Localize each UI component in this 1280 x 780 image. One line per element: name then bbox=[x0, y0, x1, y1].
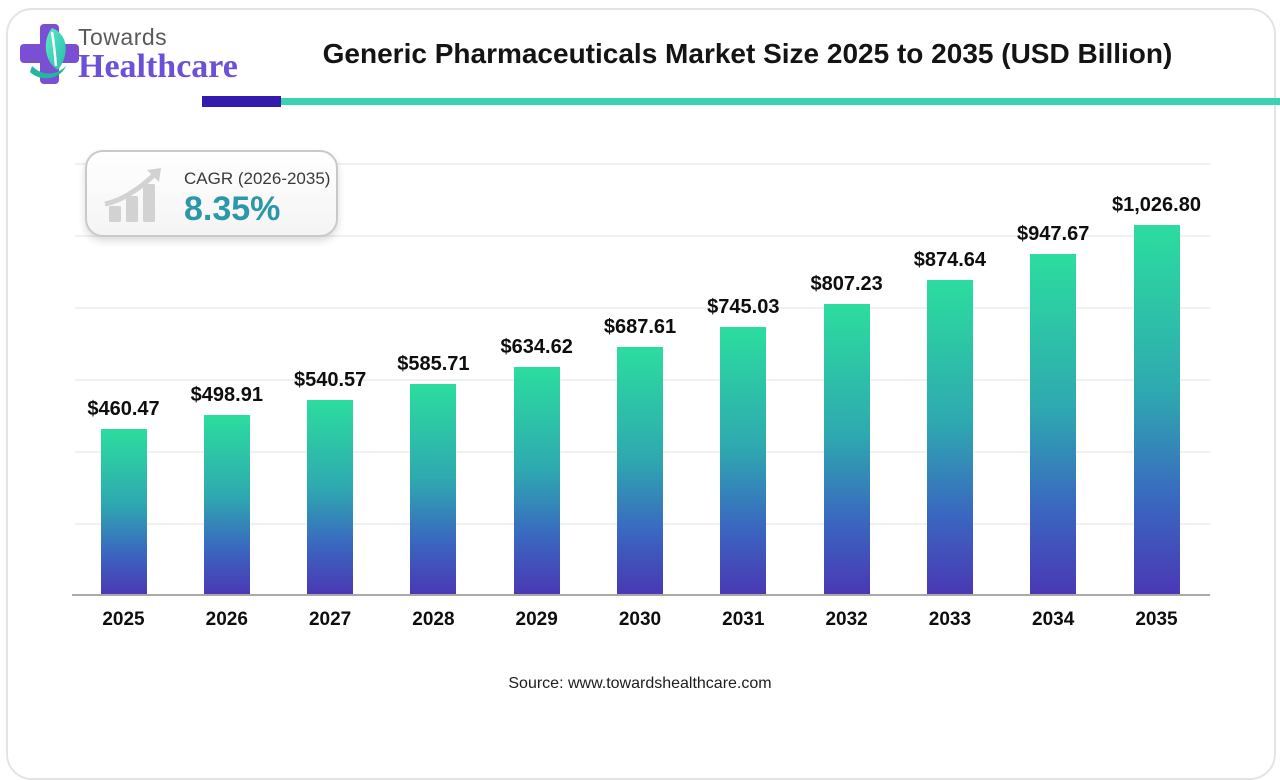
x-axis-line bbox=[72, 594, 1210, 596]
cagr-badge: CAGR (2026-2035) 8.35% bbox=[85, 150, 338, 237]
infographic-canvas: $460.47 2025 $498.91 2026 $540.57 2027 $585.71… bbox=[6, 8, 1280, 780]
bar-value-label: $947.67 bbox=[1017, 222, 1090, 245]
growth-chart-icon bbox=[104, 168, 161, 222]
bar-2032 bbox=[823, 304, 870, 595]
x-axis-label: 2026 bbox=[205, 609, 248, 630]
bar-value-label: $1,026.80 bbox=[1112, 194, 1201, 217]
x-axis-label: 2028 bbox=[412, 609, 455, 630]
header-rule-teal bbox=[281, 98, 1280, 105]
x-axis-label: 2025 bbox=[102, 609, 145, 630]
bar-2025 bbox=[100, 429, 147, 595]
x-axis-label: 2035 bbox=[1135, 609, 1178, 630]
bar-2034 bbox=[1030, 253, 1077, 595]
bar-2030 bbox=[617, 347, 663, 595]
logo-text-towards: Towards bbox=[78, 24, 168, 50]
gridline-800 bbox=[75, 307, 1210, 309]
bar-2028 bbox=[410, 384, 457, 595]
bar-2026 bbox=[203, 415, 250, 595]
bar-value-label: $745.03 bbox=[707, 295, 780, 318]
bar-value-label: $498.91 bbox=[190, 384, 263, 407]
bar-chart: $460.47 2025 $498.91 2026 $540.57 2027 $585.71… bbox=[72, 163, 1210, 630]
x-axis-label: 2031 bbox=[722, 609, 765, 630]
cagr-label: CAGR (2026-2035) bbox=[184, 169, 331, 188]
x-axis-label: 2033 bbox=[928, 609, 972, 630]
x-axis-label: 2027 bbox=[308, 609, 352, 630]
source-text: Source: www.towardshealthcare.com bbox=[508, 675, 772, 692]
gridline-1200 bbox=[75, 163, 1210, 165]
bar-2029 bbox=[513, 366, 560, 595]
bar-2035 bbox=[1133, 225, 1180, 595]
logo-text-healthcare: Healthcare bbox=[78, 48, 238, 85]
bar-value-label: $687.61 bbox=[603, 316, 677, 339]
bar-value-label: $460.47 bbox=[87, 398, 160, 421]
gridline-1000 bbox=[75, 235, 1210, 237]
page-title: Generic Pharmaceuticals Market Size 2025… bbox=[322, 38, 1173, 69]
header-rule-purple bbox=[202, 96, 281, 107]
cagr-value: 8.35% bbox=[184, 190, 281, 228]
x-axis-label: 2032 bbox=[825, 609, 868, 630]
bar-2031 bbox=[720, 326, 767, 595]
towards-healthcare-logo: Towards Healthcare bbox=[18, 16, 248, 94]
bar-value-label: $585.71 bbox=[397, 353, 470, 376]
bar-value-label: $874.64 bbox=[913, 249, 987, 272]
bar-value-label: $540.57 bbox=[293, 369, 367, 392]
x-axis-label: 2030 bbox=[618, 609, 662, 630]
bar-value-label: $807.23 bbox=[810, 273, 883, 296]
x-axis-label: 2029 bbox=[515, 609, 558, 630]
bar-2027 bbox=[307, 400, 354, 595]
x-axis-label: 2034 bbox=[1032, 609, 1075, 630]
bar-2033 bbox=[926, 280, 973, 595]
bar-value-label: $634.62 bbox=[500, 335, 573, 358]
logo-cross-leaf-icon bbox=[20, 24, 79, 84]
